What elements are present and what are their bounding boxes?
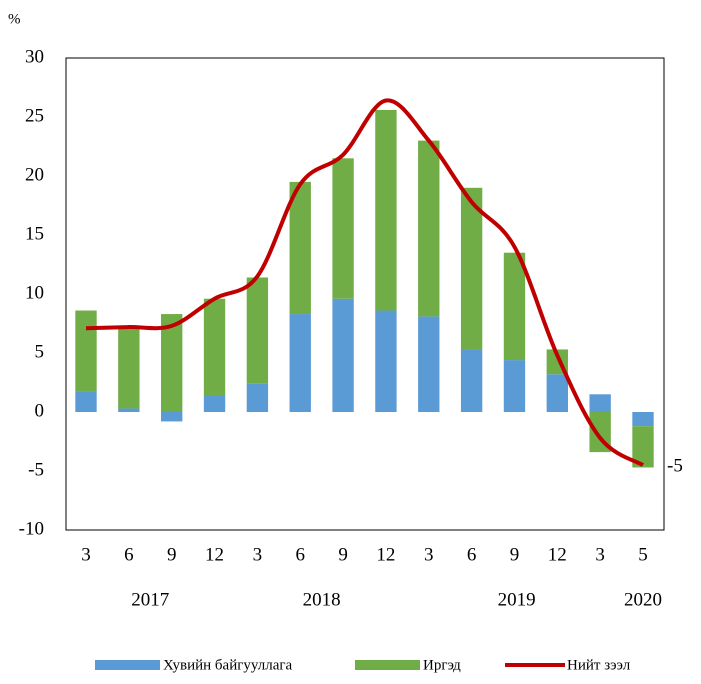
line <box>85 98 645 467</box>
bar <box>632 426 654 468</box>
bar <box>503 252 526 361</box>
bar <box>503 360 526 412</box>
y-tick-label: -10 <box>19 518 44 539</box>
x-tick-label: 12 <box>548 544 567 565</box>
legend-label: Хувийн байгууллага <box>163 657 293 673</box>
bar <box>203 395 226 412</box>
bar <box>118 327 140 409</box>
y-tick-label: 0 <box>35 400 45 421</box>
year-label: 2019 <box>498 589 536 610</box>
y-tick-label: 30 <box>25 46 44 67</box>
bar <box>118 408 140 412</box>
bar <box>246 383 269 412</box>
x-tick-label: 12 <box>205 544 224 565</box>
annotation: -5 <box>667 455 683 476</box>
legend-swatch <box>95 660 160 670</box>
bar <box>203 298 226 396</box>
legend-label: Нийт зээл <box>567 657 631 673</box>
y-tick-label: 15 <box>25 223 44 244</box>
bar <box>75 391 97 412</box>
bar <box>246 277 269 384</box>
year-label: 2017 <box>131 589 169 610</box>
y-tick-label: -5 <box>28 459 44 480</box>
x-tick-label: 3 <box>253 544 263 565</box>
bar <box>75 310 97 392</box>
bar <box>546 374 568 412</box>
y-tick-label: 10 <box>25 282 44 303</box>
x-tick-label: 6 <box>467 544 477 565</box>
y-tick-label: 25 <box>25 105 44 126</box>
y-tick-label: 5 <box>35 341 45 362</box>
bar <box>589 394 611 412</box>
bar <box>289 314 311 412</box>
bar <box>460 349 483 412</box>
bar <box>375 109 397 311</box>
x-tick-label: 9 <box>338 544 348 565</box>
bar <box>161 412 183 422</box>
x-tick-label: 5 <box>638 544 648 565</box>
bar <box>161 314 183 412</box>
y-tick-label: 20 <box>25 164 44 185</box>
x-tick-label: 9 <box>510 544 520 565</box>
x-tick-label: 6 <box>295 544 305 565</box>
x-tick-label: 3 <box>595 544 605 565</box>
bar <box>289 181 311 315</box>
x-tick-label: 3 <box>81 544 91 565</box>
x-tick-label: 3 <box>424 544 434 565</box>
bar <box>332 298 354 412</box>
bar <box>632 412 654 427</box>
x-tick-label: 9 <box>167 544 177 565</box>
x-tick-label: 6 <box>124 544 134 565</box>
bar <box>375 310 397 412</box>
year-label: 2018 <box>303 589 341 610</box>
plot-frame <box>65 57 665 531</box>
bar <box>460 187 483 350</box>
bar <box>418 140 440 317</box>
bar <box>332 158 354 299</box>
x-tick-label: 12 <box>376 544 395 565</box>
legend-swatch <box>355 660 420 670</box>
legend-label: Иргэд <box>423 657 461 673</box>
y-unit: % <box>8 11 21 27</box>
year-label: 2020 <box>624 589 662 610</box>
bar <box>418 316 440 412</box>
